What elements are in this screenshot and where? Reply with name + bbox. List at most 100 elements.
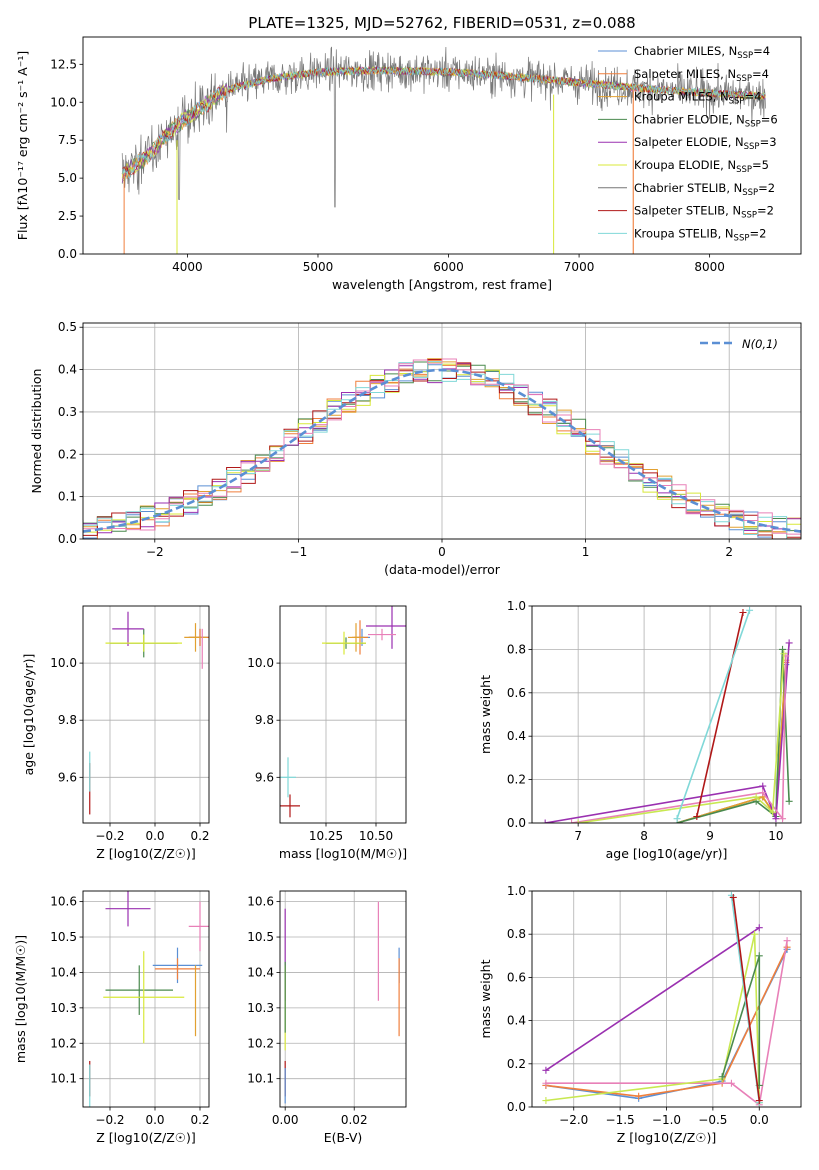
y-tick-label: 0.0 [507,1100,526,1114]
series-marker-pink_line [542,1079,550,1087]
series-line-kroupa_stelib [676,610,751,819]
series-marker-pink_line [759,789,767,797]
x-tick-label: 5000 [303,260,334,274]
series-marker-kroupa_stelib [746,606,754,614]
y-tick-label: 0.2 [507,1057,526,1071]
x-tick-label: 0.2 [190,829,209,843]
x-tick-label: −0.5 [698,1113,727,1127]
histogram-pink_line [83,358,801,539]
series-marker-purple_line [785,639,793,647]
x-tick-label: 0.0 [145,829,164,843]
series-marker-purple_line [542,1066,550,1074]
x-tick-label: −0.2 [95,1113,124,1127]
y-tick-label: 0.0 [58,247,77,261]
y-tick-label: 7.5 [58,133,77,147]
x-tick-label: −2 [146,545,164,559]
series-line-pink_line [545,940,788,1107]
x-tick-label: 0.0 [145,1113,164,1127]
series-line-kroupa_miles [676,660,787,823]
x-tick-label: 8 [640,829,648,843]
y-tick-label: 9.6 [255,770,274,784]
series-marker-chabrier_elodie [755,952,763,960]
x-tick-label: 6000 [433,260,464,274]
y-tick-label: 10.6 [247,895,274,909]
y-tick-label: 10.3 [247,1001,274,1015]
series-marker-salpeter_stelib [755,1097,763,1105]
series-marker-green_line [542,1097,550,1105]
spectrum-observed [121,46,766,208]
series-marker-chabrier_elodie [785,797,793,805]
y-tick-label: 0.1 [58,490,77,504]
x-axis-label: (data-model)/error [384,562,501,577]
legend-entry-salpeter_miles: Salpeter MILES, NSSP=4 [634,67,769,84]
series-marker-pink_line [779,815,787,823]
legend-entry-chabrier_stelib: Chabrier STELIB, NSSP=2 [634,181,775,198]
x-tick-label: 8000 [694,260,725,274]
chart-mass_vs_z: −0.2 0.0 0.2 10.1 10.2 10.3 10.4 10.5 10.6 Z [log… [13,890,210,1145]
series-marker-green_line [769,808,777,816]
y-tick-label: 12.5 [50,57,77,71]
series-line-salpeter_stelib [732,897,761,1101]
series-marker-pink_line [568,819,576,823]
x-tick-label: 1 [582,545,590,559]
y-axis-label: age [log10(age/yr)] [21,654,36,776]
axes-frame [531,890,802,1108]
y-tick-label: 9.6 [58,770,77,784]
x-tick-label: 7000 [564,260,595,274]
series-marker-purple_line [755,924,763,932]
y-tick-label: 0.4 [507,729,526,743]
x-tick-label: 0.2 [190,1113,209,1127]
y-tick-label: 5.0 [58,171,77,185]
x-axis-label: Z [log10(Z/Z☉)] [617,1130,717,1145]
y-tick-label: 0.5 [58,320,77,334]
plot-area-mass_vs_z [89,891,209,1107]
axes-frame [279,890,407,1108]
series-marker-green_line [751,930,759,938]
y-tick-label: 10.0 [247,656,274,670]
y-axis-label: Normed distribution [29,369,44,494]
chart-age_vs_z: −0.2 0.0 0.2 9.6 9.8 10.0 Z [log10(Z/Z☉)] age [… [21,605,210,861]
y-tick-label: 10.5 [50,930,77,944]
plot-area-age_vs_mass [280,606,406,818]
axes-frame [82,36,802,255]
x-tick-label: 0.0 [750,1113,769,1127]
y-axis-label: mass [log10(M/M☉)] [13,935,28,1063]
x-tick-label: 0 [438,545,446,559]
normal-curve [83,368,801,533]
series-marker-green_line [574,819,582,823]
series-line-purple_line [545,927,760,1071]
legend-entry-kroupa_stelib: Kroupa STELIB, NSSP=2 [634,226,766,243]
chart-weight_vs_age: 7 8 9 10 0.0 0.2 0.4 0.6 0.8 1.0 age [log10(age/yr… [478,599,802,861]
y-tick-label: 9.8 [255,713,274,727]
spectrum-legend: Chabrier MILES, NSSP=4 Salpeter MILES, NS… [598,44,778,243]
x-tick-label: −1.0 [652,1113,681,1127]
chart-weight_vs_z: −2.0 −1.5 −1.0 −0.5 0.0 0.0 0.2 0.4 0.6 0.8 1.0 Z [… [478,884,802,1145]
x-tick-label: −2.0 [559,1113,588,1127]
y-tick-label: 10.4 [247,965,274,979]
axes-frame [82,890,210,1108]
series-marker-pink_line [783,937,791,945]
figure-title: PLATE=1325, MJD=52762, FIBERID=0531, z=0… [248,14,635,32]
x-axis-label: Z [log10(Z/Z☉)] [96,1130,196,1145]
y-tick-label: 10.2 [247,1036,274,1050]
chart-residuals: −2 −1 0 1 2 0.0 0.1 0.2 0.3 0.4 0.5 (data-model)/er… [29,320,802,577]
x-axis-label: mass [log10(M/M☉)] [279,846,407,861]
y-tick-label: 1.0 [507,884,526,898]
y-axis-label: mass weight [478,675,493,754]
x-tick-label: 10.25 [309,829,343,843]
axes-frame [531,605,802,824]
chart-mass_vs_ebv: 0.00 0.02 10.1 10.2 10.3 10.4 10.5 10.6 E(B-V) [247,890,407,1145]
series-marker-salpeter_stelib [729,893,737,901]
plot-area-age_vs_z [89,611,209,815]
series-marker-green_line [780,650,788,658]
y-tick-label: 10.5 [247,930,274,944]
x-tick-label: 0.00 [272,1113,299,1127]
x-axis-label: E(B-V) [324,1130,363,1145]
y-tick-label: 10.4 [50,965,77,979]
x-tick-label: 0.02 [341,1113,368,1127]
y-tick-label: 0.8 [507,642,526,656]
series-marker-salpeter_stelib [693,812,701,820]
spectrum-model-kroupa_stelib [121,66,766,179]
legend-entry-chabrier_elodie: Chabrier ELODIE, NSSP=6 [634,112,778,129]
series-marker-salpeter_stelib [739,609,747,617]
